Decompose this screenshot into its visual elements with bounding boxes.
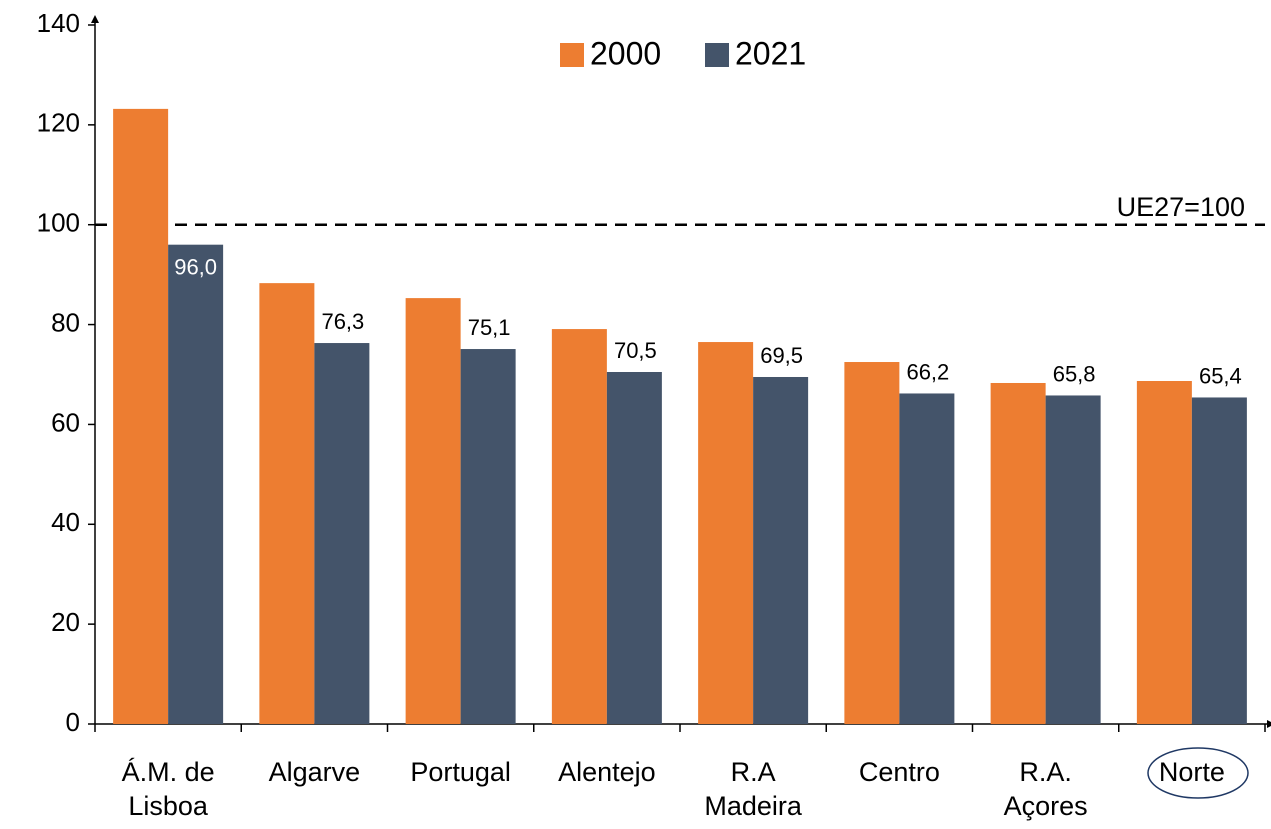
bar: [844, 362, 900, 724]
y-tick-label: 120: [37, 108, 80, 138]
bar: [168, 244, 224, 724]
data-label: 69,5: [760, 343, 803, 368]
legend-label: 2021: [735, 35, 806, 71]
bar: [405, 298, 461, 724]
data-label: 65,8: [1053, 361, 1096, 386]
y-tick-label: 0: [66, 707, 80, 737]
x-tick-label: Norte: [1158, 757, 1225, 787]
bar: [990, 382, 1046, 724]
y-tick-label: 20: [51, 607, 80, 637]
legend-swatch: [560, 43, 584, 67]
data-label: 66,2: [906, 359, 949, 384]
x-tick-label: Á.M. de Lisboa: [121, 757, 215, 821]
legend-swatch: [705, 43, 729, 67]
y-tick-label: 60: [51, 407, 80, 437]
x-tick-label: Alentejo: [558, 757, 656, 787]
bar: [1136, 380, 1192, 724]
x-tick-label: Portugal: [410, 757, 511, 787]
data-label: 65,4: [1199, 363, 1242, 388]
x-axis-arrow: [1267, 720, 1271, 728]
y-tick-label: 40: [51, 507, 80, 537]
x-tick-label: Algarve: [268, 757, 361, 787]
bar: [753, 376, 809, 724]
bar: [551, 329, 607, 724]
y-tick-label: 140: [37, 8, 80, 38]
data-label: 96,0: [174, 254, 217, 279]
reference-label: UE27=100: [1117, 192, 1245, 222]
bar: [899, 393, 955, 724]
highlight-ellipse: [1147, 747, 1249, 799]
x-tick-label: R.A. Açores: [1003, 757, 1088, 821]
y-tick-label: 100: [37, 208, 80, 238]
bar: [698, 342, 754, 724]
bar: [113, 108, 169, 724]
bar: [1191, 397, 1247, 724]
x-tick-label: R.A Madeira: [704, 757, 802, 821]
bar: [460, 349, 516, 724]
bar: [259, 283, 315, 724]
y-tick-label: 80: [51, 307, 80, 337]
data-label: 75,1: [468, 315, 511, 340]
legend-label: 2000: [590, 35, 661, 71]
bar: [1045, 395, 1101, 724]
y-axis-arrow: [91, 15, 99, 23]
x-tick-label: Centro: [858, 757, 940, 787]
data-label: 70,5: [614, 338, 657, 363]
bar: [314, 343, 370, 724]
bar: [606, 372, 662, 724]
data-label: 76,3: [321, 309, 364, 334]
